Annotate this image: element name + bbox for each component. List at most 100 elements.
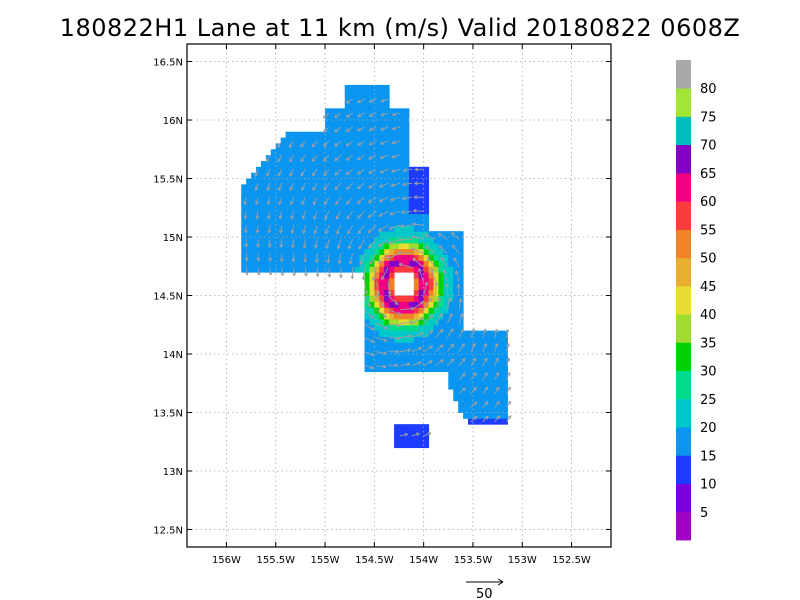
wind-cell	[394, 435, 400, 443]
wind-cell	[379, 289, 385, 296]
wind-cell	[453, 348, 459, 355]
wind-cell	[344, 172, 351, 180]
chart-title: 180822H1 Lane at 11 km (m/s) Valid 20180…	[59, 14, 741, 42]
wind-cell	[290, 260, 296, 267]
wind-cell	[413, 348, 420, 355]
wind-cell	[492, 371, 499, 378]
wind-cell	[423, 213, 430, 220]
wind-vector	[364, 323, 375, 331]
colorbar-label: 25	[700, 393, 717, 408]
wind-cell	[482, 330, 489, 337]
wind-vector	[401, 196, 412, 201]
colorbar-swatch	[676, 314, 691, 343]
colorbar-label: 15	[700, 449, 717, 464]
wind-cell	[325, 131, 331, 139]
wind-cell	[418, 342, 425, 349]
wind-cell	[280, 190, 287, 197]
wind-vector	[337, 253, 342, 264]
wind-cell	[369, 248, 375, 256]
wind-cell	[389, 324, 395, 332]
wind-cell	[270, 160, 277, 168]
wind-cell	[379, 324, 385, 332]
wind-cell	[374, 196, 380, 203]
wind-cell	[394, 114, 400, 121]
wind-cell	[280, 143, 287, 150]
wind-cell	[280, 178, 287, 185]
wind-cell	[443, 301, 449, 308]
wind-vector	[458, 387, 466, 395]
wind-cell	[497, 342, 504, 349]
wind-cell	[472, 365, 479, 373]
wind-cell	[315, 260, 321, 267]
wind-cell	[438, 231, 444, 238]
wind-cell	[487, 359, 494, 367]
wind-vector	[389, 210, 401, 216]
wind-cell	[448, 248, 454, 256]
wind-cell	[468, 336, 474, 343]
colorbar-swatch	[676, 144, 691, 174]
wind-cell	[300, 178, 306, 185]
wind-cell	[448, 377, 454, 384]
wind-vector	[391, 168, 401, 173]
wind-cell	[399, 307, 405, 314]
wind-cell	[413, 272, 420, 279]
wind-cell	[329, 260, 336, 267]
wind-cell	[477, 412, 484, 419]
wind-cell	[260, 231, 267, 238]
wind-cell	[408, 342, 415, 349]
wind-cell	[334, 196, 341, 203]
wind-cell	[468, 400, 474, 408]
wind-cell	[418, 277, 425, 285]
wind-cell	[295, 149, 301, 156]
wind-vector	[244, 267, 249, 276]
wind-cell	[354, 84, 361, 92]
wind-vector	[357, 112, 365, 118]
wind-cell	[280, 155, 287, 162]
wind-vector	[414, 167, 424, 172]
wind-cell	[315, 166, 321, 174]
wind-cell	[290, 137, 296, 144]
wind-cell	[413, 201, 420, 209]
wind-cell	[280, 207, 287, 215]
wind-cell	[448, 283, 454, 291]
wind-cell	[315, 248, 321, 256]
wind-cell	[374, 237, 380, 244]
wind-cell	[295, 131, 301, 139]
wind-vector	[482, 386, 489, 395]
wind-cell	[472, 383, 479, 390]
wind-cell	[369, 237, 375, 244]
wind-cell	[339, 196, 346, 203]
colorbar-swatch	[676, 398, 691, 428]
wind-cell	[399, 336, 405, 343]
wind-cell	[369, 90, 375, 98]
wind-cell	[384, 225, 390, 232]
wind-cell	[399, 137, 405, 144]
wind-cell	[379, 149, 385, 156]
wind-vector	[266, 154, 271, 163]
wind-cell	[487, 412, 494, 419]
wind-cell	[403, 248, 410, 256]
wind-cell	[315, 178, 321, 185]
wind-vector	[391, 154, 401, 159]
colorbar-swatch	[676, 370, 691, 400]
wind-vector	[243, 197, 248, 205]
wind-cell	[403, 213, 410, 220]
wind-cell	[399, 166, 405, 174]
wind-cell	[433, 277, 439, 285]
wind-cell	[389, 365, 395, 373]
wind-cell	[399, 324, 405, 332]
colorbar-label: 70	[700, 139, 717, 154]
wind-vector	[470, 357, 477, 366]
wind-cell	[403, 342, 410, 349]
wind-cell	[389, 125, 395, 133]
wind-cell	[502, 359, 508, 367]
wind-cell	[379, 254, 385, 261]
wind-cell	[477, 365, 484, 373]
wind-cell	[433, 313, 439, 320]
wind-cell	[325, 266, 331, 273]
wind-cell	[394, 242, 400, 250]
wind-vector	[266, 168, 271, 177]
wind-cell	[389, 131, 395, 139]
wind-cell	[433, 359, 439, 367]
wind-cell	[389, 190, 395, 197]
